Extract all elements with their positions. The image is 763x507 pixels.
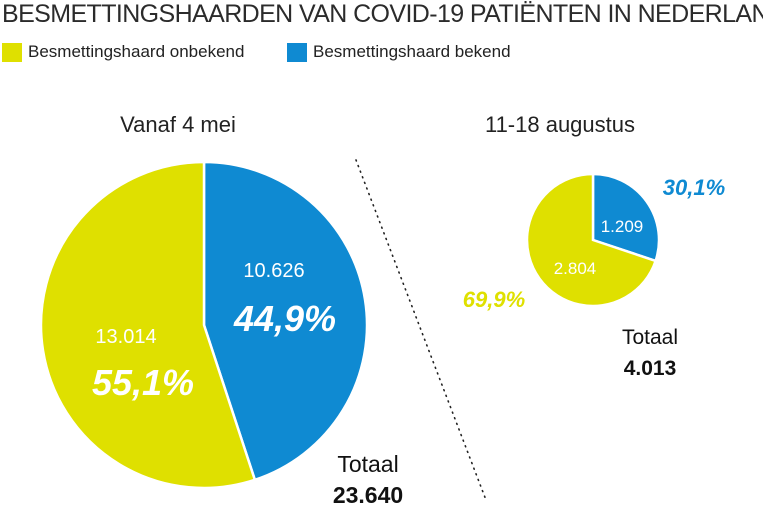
- pie-chart-1: 13.014 55,1% 10.626 44,9% Vanaf 4 mei Totaal 2…: [39, 112, 403, 507]
- slice-percent-label: 44,9%: [233, 298, 336, 339]
- chart-title: BESMETTINGSHAARDEN VAN COVID-19 PATIËNTE…: [2, 0, 763, 28]
- pie-slice-known: [202, 160, 369, 482]
- slice-percent-label: 69,9%: [463, 287, 525, 312]
- slice-value-label: 13.014: [95, 326, 156, 348]
- legend-swatch-known: [287, 42, 307, 62]
- chart-divider: [355, 159, 487, 501]
- total-value: 4.013: [624, 357, 677, 380]
- legend-item-known: Besmettingshaard bekend: [287, 42, 511, 62]
- legend-swatch-unknown: [2, 42, 22, 62]
- legend-label-unknown: Besmettingshaard onbekend: [28, 42, 245, 61]
- slice-percent-label: 30,1%: [663, 175, 725, 200]
- slice-percent-label: 55,1%: [92, 362, 194, 403]
- pie-slice-unknown: [39, 160, 257, 490]
- pie-slice-unknown: [525, 172, 658, 308]
- pie-title: 11-18 augustus: [485, 112, 635, 137]
- legend-item-unknown: Besmettingshaard onbekend: [2, 42, 244, 62]
- slice-value-label: 2.804: [554, 259, 597, 278]
- pie-slice-known: [591, 172, 661, 263]
- legend-label-known: Besmettingshaard bekend: [313, 42, 511, 61]
- pie-chart-2: 2.804 69,9% 1.209 30,1% 11-18 augustus Totaal…: [463, 112, 725, 380]
- slice-value-label: 10.626: [243, 260, 304, 282]
- pie-title: Vanaf 4 mei: [120, 112, 236, 137]
- total-label: Totaal: [622, 326, 678, 349]
- slice-value-label: 1.209: [601, 217, 644, 236]
- total-label: Totaal: [337, 451, 398, 477]
- total-value: 23.640: [333, 482, 403, 507]
